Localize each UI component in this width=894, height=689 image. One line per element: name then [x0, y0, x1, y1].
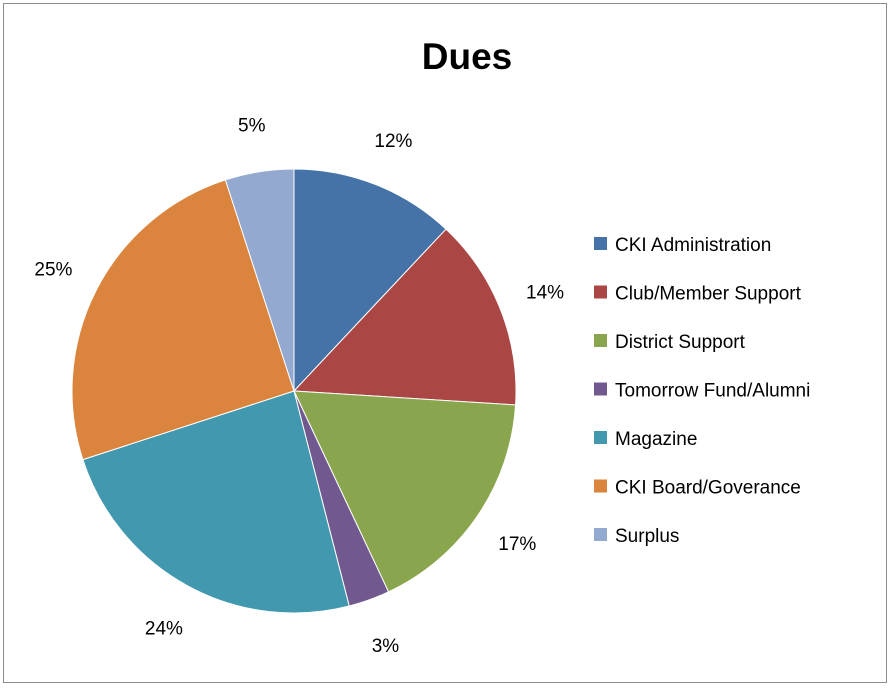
data-label-cki-board-goverance: 25%: [34, 259, 72, 280]
legend-swatch-cki-administration: [594, 237, 607, 250]
data-labels: 12% 14% 17% 3% 24% 25% 5%: [34, 115, 564, 657]
legend-label-magazine: Magazine: [615, 429, 697, 450]
legend-swatch-magazine: [594, 431, 607, 444]
chart-title: Dues: [422, 36, 512, 77]
pie-slice-cki-administration: [293, 168, 447, 393]
pie-slice-magazine: [82, 390, 350, 614]
legend-swatch-district-support: [594, 334, 607, 347]
legend-label-club-member-support: Club/Member Support: [615, 284, 802, 305]
chart-frame: Dues 12% 14% 17% 3% 24% 25% 5% CKI Administrat…: [3, 3, 887, 683]
legend-swatch-club-member-support: [594, 285, 607, 299]
legend-swatch-tomorrow-fund-alumni: [594, 382, 607, 396]
legend: CKI Administration Club/Member Support Dis…: [594, 235, 810, 547]
legend-label-cki-board-goverance: CKI Board/Goverance: [615, 478, 801, 499]
legend-swatch-cki-board-goverance: [594, 479, 607, 493]
pie-slices: [71, 168, 517, 614]
legend-label-tomorrow-fund-alumni: Tomorrow Fund/Alumni: [615, 381, 810, 402]
pie-chart: Dues 12% 14% 17% 3% 24% 25% 5% CKI Administrat…: [34, 36, 810, 657]
data-label-district-support: 17%: [498, 534, 536, 555]
legend-swatch-surplus: [594, 528, 607, 541]
data-label-cki-administration: 12%: [374, 131, 412, 152]
data-label-surplus: 5%: [238, 115, 266, 136]
legend-label-district-support: District Support: [615, 332, 746, 353]
pie-slice-cki-board-goverance: [71, 179, 295, 461]
pie-slice-surplus: [224, 168, 295, 392]
pie-slice-district-support: [293, 390, 517, 593]
data-label-tomorrow-fund-alumni: 3%: [372, 636, 400, 657]
legend-label-cki-administration: CKI Administration: [615, 235, 771, 256]
data-label-club-member-support: 14%: [526, 283, 564, 304]
legend-label-surplus: Surplus: [615, 526, 679, 547]
data-label-magazine: 24%: [145, 619, 183, 640]
pie-slice-club-member-support: [292, 228, 517, 406]
